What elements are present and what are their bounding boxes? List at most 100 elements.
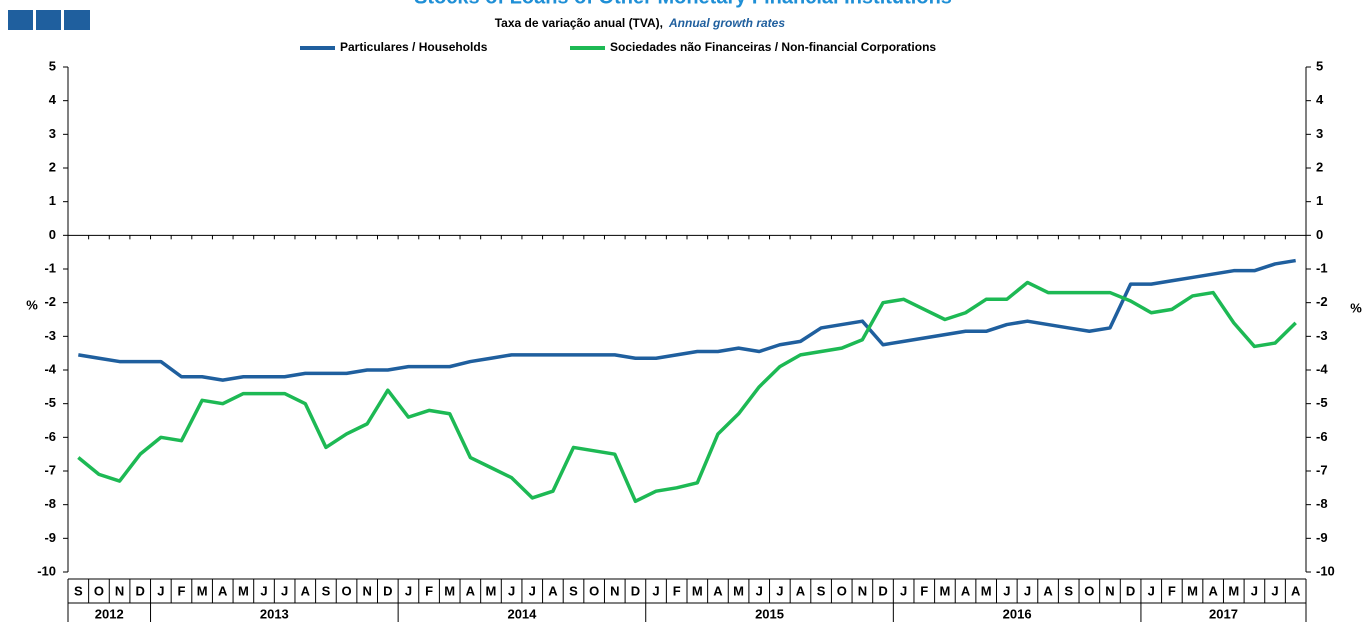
x-tick-label: M (486, 583, 497, 598)
y-tick-label: -6 (44, 429, 56, 444)
x-tick-label: A (1291, 583, 1301, 598)
y2-tick-label: -6 (1316, 429, 1328, 444)
y-tick-label: -9 (44, 530, 56, 545)
y2-tick-label: 0 (1316, 227, 1323, 242)
x-tick-label: A (548, 583, 558, 598)
y-tick-label: 2 (49, 159, 56, 174)
x-tick-label: A (713, 583, 723, 598)
x-tick-label: D (136, 583, 145, 598)
y-tick-label: -2 (44, 294, 56, 309)
x-tick-label: S (1064, 583, 1073, 598)
x-tick-label: F (1168, 583, 1176, 598)
y2-tick-label: 2 (1316, 159, 1323, 174)
year-label: 2017 (1209, 606, 1238, 621)
x-tick-label: A (301, 583, 311, 598)
x-tick-label: A (796, 583, 806, 598)
y-tick-label: -7 (44, 462, 56, 477)
x-tick-label: A (961, 583, 971, 598)
x-tick-label: J (652, 583, 659, 598)
x-tick-label: J (260, 583, 267, 598)
year-label: 2014 (507, 606, 537, 621)
y-tick-label: 1 (49, 193, 56, 208)
y2-tick-label: -3 (1316, 328, 1328, 343)
year-label: 2013 (260, 606, 289, 621)
y-tick-label: -3 (44, 328, 56, 343)
x-tick-label: S (74, 583, 83, 598)
y2-tick-label: -8 (1316, 496, 1328, 511)
x-tick-label: N (858, 583, 867, 598)
x-tick-label: M (692, 583, 703, 598)
x-tick-label: S (817, 583, 826, 598)
series-line (78, 258, 1296, 382)
x-tick-label: F (178, 583, 186, 598)
y2-axis-label: % (1350, 300, 1362, 315)
logo-block (36, 10, 61, 30)
x-tick-label: M (939, 583, 950, 598)
y-tick-label: -10 (37, 563, 56, 578)
y-axis-label: % (26, 297, 38, 312)
x-tick-label: S (569, 583, 578, 598)
x-tick-label: F (425, 583, 433, 598)
y-tick-label: 5 (49, 58, 56, 73)
x-tick-label: O (1084, 583, 1094, 598)
x-tick-label: J (756, 583, 763, 598)
subtitle-en: Annual growth rates (668, 16, 785, 30)
y-tick-label: 4 (49, 92, 57, 107)
x-tick-label: O (589, 583, 599, 598)
y2-tick-label: 1 (1316, 193, 1323, 208)
y2-tick-label: -1 (1316, 260, 1328, 275)
x-tick-label: J (281, 583, 288, 598)
x-tick-label: A (1043, 583, 1053, 598)
x-tick-label: O (94, 583, 104, 598)
legend-label: Particulares / Households (340, 40, 488, 54)
x-tick-label: M (1228, 583, 1239, 598)
y-tick-label: -8 (44, 496, 56, 511)
x-tick-label: A (466, 583, 476, 598)
x-tick-label: J (405, 583, 412, 598)
year-label: 2015 (755, 606, 784, 621)
x-tick-label: J (1148, 583, 1155, 598)
x-tick-label: O (341, 583, 351, 598)
x-tick-label: N (1105, 583, 1114, 598)
logo-block (64, 10, 90, 30)
x-tick-label: J (157, 583, 164, 598)
y2-tick-label: 5 (1316, 58, 1323, 73)
x-tick-label: J (900, 583, 907, 598)
subtitle: Taxa de variação anual (TVA), (495, 16, 663, 30)
x-tick-label: J (1251, 583, 1258, 598)
y2-tick-label: -7 (1316, 462, 1328, 477)
x-tick-label: J (508, 583, 515, 598)
x-tick-label: F (920, 583, 928, 598)
logo-block (8, 10, 33, 30)
y-tick-label: 0 (49, 227, 56, 242)
y-tick-label: -4 (44, 361, 56, 376)
x-tick-label: J (776, 583, 783, 598)
x-tick-label: J (1003, 583, 1010, 598)
x-tick-label: M (238, 583, 249, 598)
legend-label: Sociedades não Financeiras / Non-financi… (610, 40, 936, 54)
x-tick-label: D (1126, 583, 1135, 598)
y2-tick-label: -10 (1316, 563, 1335, 578)
x-tick-label: D (631, 583, 640, 598)
x-tick-label: M (981, 583, 992, 598)
x-tick-label: A (1208, 583, 1218, 598)
y-tick-label: -1 (44, 260, 56, 275)
y2-tick-label: 3 (1316, 126, 1323, 141)
x-tick-label: M (733, 583, 744, 598)
y2-tick-label: -2 (1316, 294, 1328, 309)
x-tick-label: M (1187, 583, 1198, 598)
x-tick-label: F (673, 583, 681, 598)
x-tick-label: S (322, 583, 331, 598)
x-tick-label: D (383, 583, 392, 598)
x-tick-label: J (529, 583, 536, 598)
x-tick-label: M (444, 583, 455, 598)
year-label: 2012 (95, 606, 124, 621)
series-line (77, 280, 1297, 504)
y2-tick-label: -5 (1316, 395, 1328, 410)
year-label: 2016 (1003, 606, 1032, 621)
x-tick-label: O (837, 583, 847, 598)
y-tick-label: -5 (44, 395, 56, 410)
y2-tick-label: 4 (1316, 92, 1324, 107)
x-tick-label: N (610, 583, 619, 598)
chart-title: Stocks of Loans of Other Monetary Financ… (414, 0, 952, 8)
